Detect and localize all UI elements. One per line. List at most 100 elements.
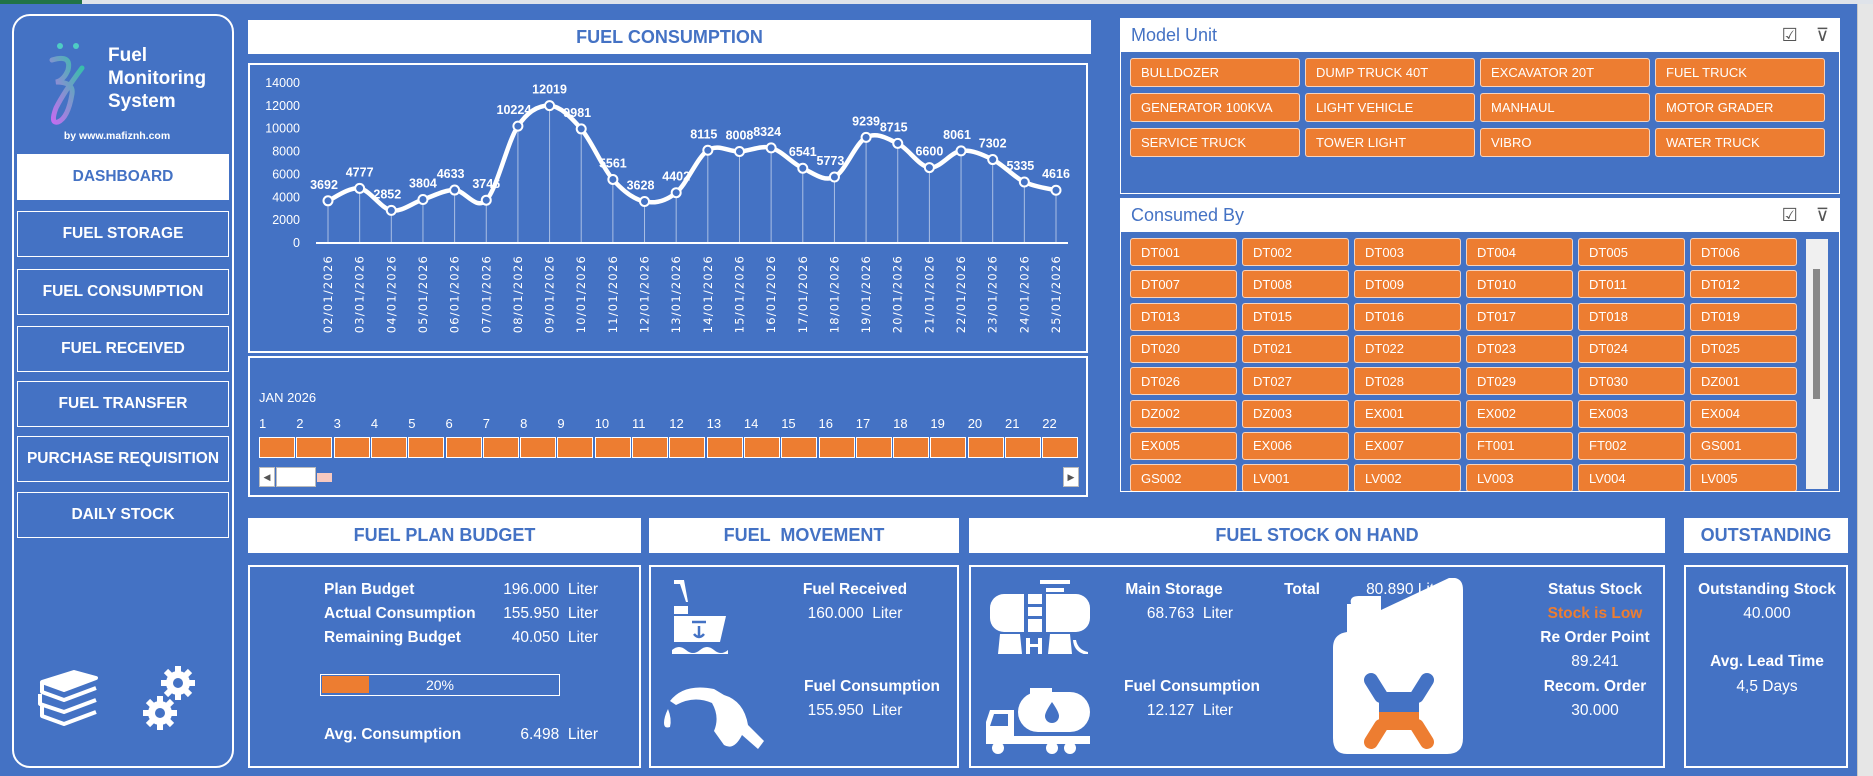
consumed-by-item[interactable]: DT018 — [1578, 302, 1685, 331]
consumed-by-item[interactable]: DT006 — [1690, 238, 1797, 266]
model-unit-item[interactable]: WATER TRUCK — [1655, 128, 1825, 157]
timeline-day-cell[interactable] — [743, 437, 780, 458]
consumed-by-item[interactable]: DT002 — [1242, 238, 1349, 266]
consumed-by-item[interactable]: LV004 — [1578, 464, 1685, 491]
nav-fuel-transfer[interactable]: FUEL TRANSFER — [17, 381, 229, 427]
multi-select-icon[interactable]: ☑ — [1781, 205, 1798, 225]
consumed-by-item[interactable]: EX006 — [1242, 431, 1349, 460]
consumed-by-item[interactable]: FT001 — [1466, 431, 1573, 460]
consumed-by-item[interactable]: GS002 — [1130, 464, 1237, 491]
timeline-scroll-left-button[interactable]: ◀ — [259, 467, 275, 487]
consumed-by-item[interactable]: DT001 — [1130, 238, 1237, 266]
sheet-vertical-scrollbar[interactable] — [1857, 4, 1873, 776]
consumed-by-item[interactable]: DT029 — [1466, 367, 1573, 396]
timeline-day-cell[interactable] — [818, 437, 855, 458]
consumed-by-item[interactable]: DT016 — [1354, 302, 1461, 331]
consumed-by-item[interactable]: LV003 — [1466, 464, 1573, 491]
nav-purchase-requisition[interactable]: PURCHASE REQUISITION — [17, 436, 229, 482]
timeline-day-cell[interactable] — [632, 437, 668, 458]
model-unit-item[interactable]: DUMP TRUCK 40T — [1305, 58, 1475, 87]
consumed-by-item[interactable]: DT022 — [1354, 334, 1461, 363]
consumed-by-item[interactable]: EX005 — [1130, 431, 1237, 460]
slicer-scrollbar[interactable] — [1806, 239, 1828, 489]
consumed-by-item[interactable]: DT012 — [1690, 270, 1797, 299]
consumed-by-item[interactable]: DZ003 — [1242, 399, 1349, 428]
consumed-by-item[interactable]: DT023 — [1466, 334, 1573, 363]
timeline-day-cell[interactable] — [296, 437, 333, 458]
books-icon[interactable] — [36, 668, 102, 728]
consumed-by-item[interactable]: DT010 — [1466, 270, 1573, 299]
consumed-by-item[interactable]: DT017 — [1466, 302, 1573, 331]
consumed-by-item[interactable]: EX004 — [1690, 399, 1797, 428]
timeline-day-cell[interactable] — [669, 437, 706, 458]
clear-filter-icon[interactable]: ⊽ — [1815, 205, 1829, 225]
consumed-by-item[interactable]: DT005 — [1578, 238, 1685, 266]
timeline-day-cell[interactable] — [445, 437, 482, 458]
consumed-by-item[interactable]: DT030 — [1578, 367, 1685, 396]
model-unit-item[interactable]: GENERATOR 100KVA — [1130, 93, 1300, 122]
consumed-by-item[interactable]: FT002 — [1578, 431, 1685, 460]
consumed-by-item[interactable]: DT027 — [1242, 367, 1349, 396]
consumed-by-item[interactable]: LV002 — [1354, 464, 1461, 491]
consumed-by-item[interactable]: EX001 — [1354, 399, 1461, 428]
consumed-by-item[interactable]: DT003 — [1354, 238, 1461, 266]
slicer-scroll-thumb[interactable] — [1813, 269, 1820, 399]
timeline-day-cell[interactable] — [482, 437, 519, 458]
timeline-day-cell[interactable] — [930, 437, 967, 458]
consumed-by-item[interactable]: DT024 — [1578, 334, 1685, 363]
timeline-day-cell[interactable] — [706, 437, 743, 458]
consumed-by-item[interactable]: DT009 — [1354, 270, 1461, 299]
timeline-day-cell[interactable] — [557, 437, 594, 458]
settings-gears-icon[interactable] — [140, 665, 200, 735]
consumed-by-item[interactable]: DT013 — [1130, 302, 1237, 331]
timeline-scroll-thumb[interactable] — [276, 467, 316, 487]
consumed-by-item[interactable]: DT026 — [1130, 367, 1237, 396]
timeline-day-cell[interactable] — [967, 437, 1004, 458]
model-unit-item[interactable]: EXCAVATOR 20T — [1480, 58, 1650, 87]
model-unit-item[interactable]: LIGHT VEHICLE — [1305, 93, 1475, 122]
timeline-day-cell[interactable] — [1042, 437, 1079, 458]
nav-fuel-received[interactable]: FUEL RECEIVED — [17, 326, 229, 372]
consumed-by-item[interactable]: EX002 — [1466, 399, 1573, 428]
consumed-by-item[interactable]: GS001 — [1690, 431, 1797, 460]
consumed-by-item[interactable]: LV005 — [1690, 464, 1797, 491]
model-unit-item[interactable]: FUEL TRUCK — [1655, 58, 1825, 87]
consumed-by-item[interactable]: DT025 — [1690, 334, 1797, 363]
model-unit-item[interactable]: VIBRO — [1480, 128, 1650, 157]
consumed-by-item[interactable]: DT011 — [1578, 270, 1685, 299]
timeline-day-cell[interactable] — [893, 437, 930, 458]
nav-fuel-consumption[interactable]: FUEL CONSUMPTION — [17, 269, 229, 315]
timeline-day-cell[interactable] — [855, 437, 892, 458]
consumed-by-item[interactable]: DT019 — [1690, 302, 1797, 331]
timeline-day-cell[interactable] — [333, 437, 370, 458]
model-unit-item[interactable]: MANHAUL — [1480, 93, 1650, 122]
consumed-by-item[interactable]: DT021 — [1242, 334, 1349, 363]
consumed-by-item[interactable]: DT015 — [1242, 302, 1349, 331]
timeline-day-cell[interactable] — [259, 437, 295, 458]
consumed-by-item[interactable]: DT004 — [1466, 238, 1573, 266]
consumed-by-item[interactable]: DT020 — [1130, 334, 1237, 363]
timeline-day-cell[interactable] — [520, 437, 557, 458]
timeline-scroll-right-button[interactable]: ▶ — [1063, 467, 1079, 487]
nav-fuel-storage[interactable]: FUEL STORAGE — [17, 211, 229, 257]
nav-daily-stock[interactable]: DAILY STOCK — [17, 492, 229, 538]
multi-select-icon[interactable]: ☑ — [1781, 25, 1798, 45]
model-unit-item[interactable]: MOTOR GRADER — [1655, 93, 1825, 122]
consumed-by-item[interactable]: DZ002 — [1130, 399, 1237, 428]
timeline-day-cell[interactable] — [370, 437, 407, 458]
model-unit-item[interactable]: SERVICE TRUCK — [1130, 128, 1300, 157]
consumed-by-item[interactable]: DT007 — [1130, 270, 1237, 299]
nav-dashboard[interactable]: DASHBOARD — [17, 154, 229, 200]
timeline-day-cell[interactable] — [408, 437, 445, 458]
timeline-day-cell[interactable] — [594, 437, 631, 458]
timeline-day-cell[interactable] — [1005, 437, 1041, 458]
model-unit-item[interactable]: TOWER LIGHT — [1305, 128, 1475, 157]
model-unit-item[interactable]: BULLDOZER — [1130, 58, 1300, 87]
consumed-by-item[interactable]: EX003 — [1578, 399, 1685, 428]
consumed-by-item[interactable]: EX007 — [1354, 431, 1461, 460]
consumed-by-item[interactable]: DT008 — [1242, 270, 1349, 299]
consumed-by-item[interactable]: DZ001 — [1690, 367, 1797, 396]
clear-filter-icon[interactable]: ⊽ — [1815, 25, 1829, 45]
consumed-by-item[interactable]: DT028 — [1354, 367, 1461, 396]
consumed-by-item[interactable]: LV001 — [1242, 464, 1349, 491]
